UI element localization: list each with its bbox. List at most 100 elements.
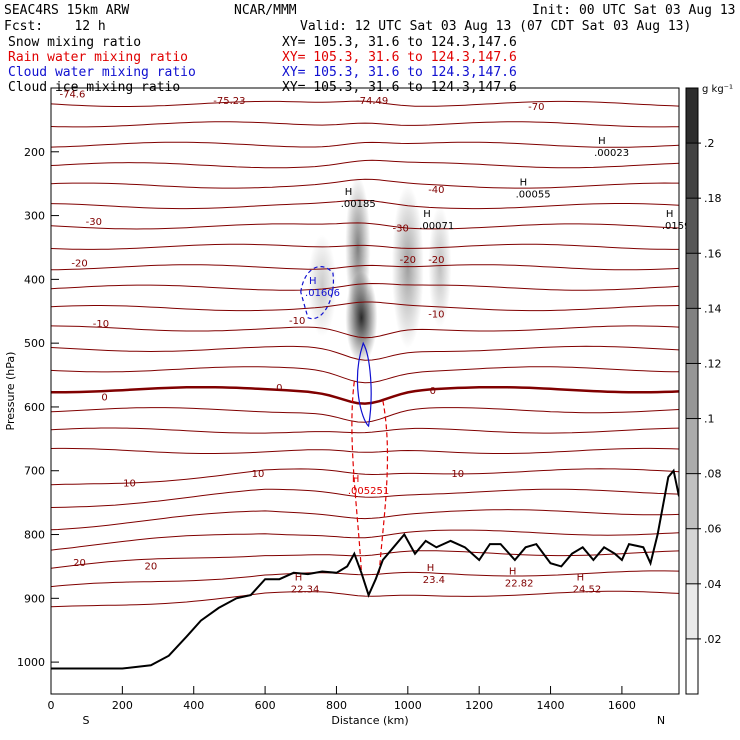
extremum-label-6: .005251 [348,486,389,497]
isotherm-label-8: -20 [400,255,416,266]
field-cloudwater-xy: XY= 105.3, 31.6 to 124.3,147.6 [282,65,517,80]
isotherm-13 [51,366,679,384]
isotherm-16 [51,427,679,434]
isotherm-label-6: -30 [393,223,409,234]
y-tick-label-5: 700 [24,465,45,478]
header-model: SEAC4RS 15km ARW [4,3,130,18]
x-end-label-left: S [83,714,90,727]
isotherm-5 [51,199,679,210]
extremum-h-7: H [295,573,303,584]
x-tick-label-7: 1400 [537,699,565,712]
extremum-label-8: 23.4 [423,575,445,586]
x-tick-label-4: 800 [326,699,347,712]
extremum-label-3: .00071 [419,221,454,232]
colorbar-tick-label-9: .2 [704,137,715,150]
header-init: Init: 00 UTC Sat 03 Aug 13 [532,3,736,18]
y-axis-label: Pressure (hPa) [4,352,17,431]
y-tick-label-0: 200 [24,146,45,159]
isotherm-label-5: -30 [86,217,102,228]
extremum-label-4: .0159 [662,221,691,232]
colorbar-segment-1 [686,583,698,639]
isotherm-label-20: 20 [145,561,158,572]
isotherm-label-0: -74.6 [59,89,85,100]
colorbar-tick-label-0: .02 [704,633,722,646]
isotherm-14 [51,385,679,405]
isotherm-label-19: 20 [73,558,86,569]
field-cloudwater-name: Cloud water mixing ratio [8,65,196,80]
colorbar-tick-label-6: .14 [704,302,722,315]
y-tick-label-4: 600 [24,401,45,414]
x-tick-label-0: 0 [48,699,55,712]
y-tick-label-1: 300 [24,210,45,223]
isotherm-label-2: -74.49 [356,96,388,107]
extremum-label-2: .00055 [516,189,551,200]
field-snow-xy: XY= 105.3, 31.6 to 124.3,147.6 [282,35,517,50]
extremum-h-2: H [520,177,528,188]
colorbar-segment-0 [686,638,698,694]
field-rain-xy: XY= 105.3, 31.6 to 124.3,147.6 [282,50,517,65]
isotherm-label-7: -20 [71,258,87,269]
isotherm-8 [51,264,679,271]
x-tick-label-3: 600 [255,699,276,712]
isotherm-6 [51,222,679,230]
terrain-line [51,468,679,670]
y-tick-label-7: 900 [24,592,45,605]
isotherm-label-1: -75.23 [213,96,245,107]
isotherm-label-13: 0 [101,392,107,403]
isotherm-label-9: -20 [428,255,444,266]
extremum-label-7: 22.34 [291,585,320,596]
extremum-label-5: .01606 [305,288,340,299]
colorbar-unit: g kg⁻¹ [702,84,733,95]
extremum-h-8: H [427,563,435,574]
isotherm-1 [51,121,679,128]
colorbar-segment-2 [686,528,698,584]
isotherm-label-15: 0 [430,386,436,397]
x-tick-label-1: 200 [112,699,133,712]
isotherm-11 [51,325,679,339]
extremum-h-1: H [345,187,353,198]
isotherm-20 [51,509,679,531]
isotherm-0 [51,100,679,107]
isotherm-label-14: 0 [276,383,282,394]
plot-frame [50,87,680,695]
isotherm-21 [51,529,679,551]
isotherm-12 [51,345,679,361]
y-tick-label-6: 800 [24,529,45,542]
cloud-water-dashed [300,266,335,320]
extremum-h-0: H [598,136,606,147]
isotherm-9 [51,282,679,291]
x-tick-label-2: 400 [183,699,204,712]
colorbar-segment-6 [686,308,698,364]
snow-shading-3 [428,205,452,328]
x-end-label-right: N [657,714,665,727]
colorbar-tick-label-3: .08 [704,468,722,481]
isotherm-10 [51,301,679,312]
header-fcst: Fcst: 12 h [4,19,106,34]
colorbar-tick-label-7: .16 [704,247,722,260]
colorbar-tick-label-5: .12 [704,357,722,370]
isotherm-3 [51,159,679,169]
colorbar-segment-4 [686,418,698,474]
extremum-label-1: .00185 [341,199,376,210]
colorbar-segment-3 [686,473,698,529]
colorbar-segment-7 [686,253,698,309]
colorbar-tick-label-4: .1 [704,413,715,426]
isotherm-23 [51,570,679,588]
field-rain-name: Rain water mixing ratio [8,50,189,65]
x-axis-label: Distance (km) [331,714,408,727]
snow-shading-1 [345,176,371,319]
isotherm-22 [51,550,679,569]
cloud-water-contour [356,341,372,428]
isotherm-18 [51,468,679,486]
x-tick-label-8: 1600 [608,699,636,712]
isotherm-label-10: -10 [93,319,109,330]
colorbar-tick-label-2: .06 [704,523,722,536]
colorbar-segment-5 [686,363,698,419]
header-valid: Valid: 12 UTC Sat 03 Aug 13 (07 CDT Sat … [300,19,692,34]
isotherm-19 [51,488,679,508]
isotherm-label-12: -10 [428,309,444,320]
x-tick-label-6: 1200 [465,699,493,712]
x-tick-label-5: 1000 [394,699,422,712]
field-snow-name: Snow mixing ratio [8,35,142,50]
